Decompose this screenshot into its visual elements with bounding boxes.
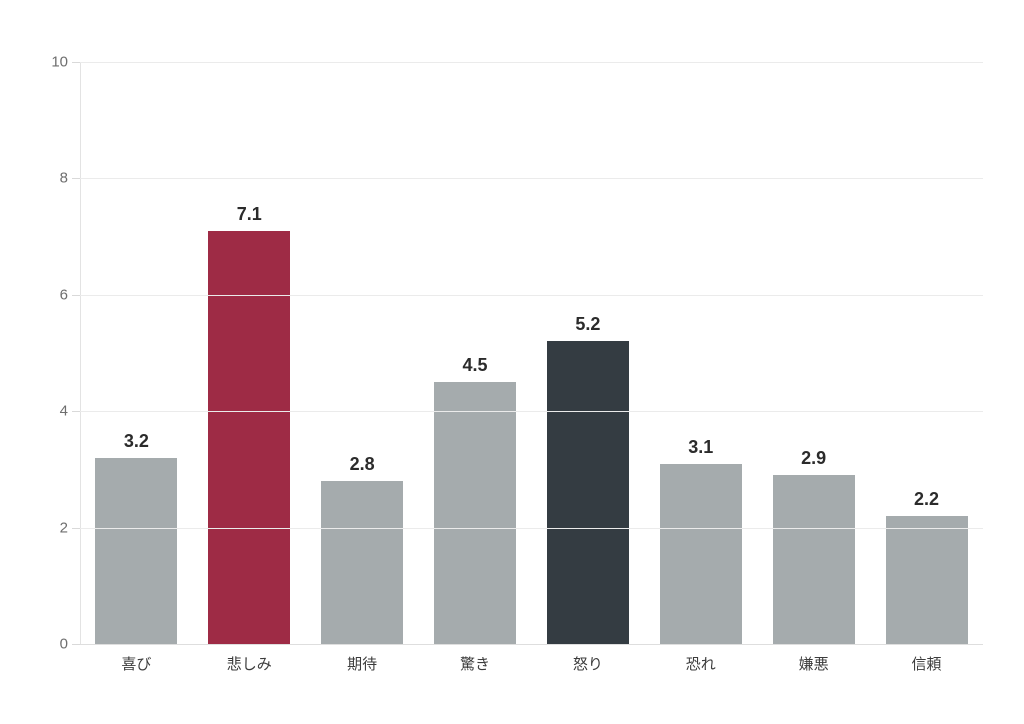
x-category-label: 信頼 [911, 656, 942, 673]
bar-value-label: 4.5 [462, 355, 488, 376]
bar-恐れ [659, 463, 742, 644]
bar-喜び [95, 457, 178, 644]
bar-slot: 3.1 [644, 62, 757, 644]
bar-value-label: 3.1 [688, 436, 714, 457]
x-category-label: 期待 [347, 656, 378, 673]
y-axis-line [80, 62, 81, 644]
bars-container: 3.2 7.1 2.8 4.5 5.2 3.1 2.9 2.2 [80, 62, 983, 644]
y-axis-tick [72, 294, 80, 296]
bar-嫌悪 [772, 475, 855, 644]
bar-悲しみ [208, 230, 291, 644]
bar-slot: 3.2 [80, 62, 193, 644]
bar-value-label: 5.2 [575, 314, 601, 335]
x-category-label: 怒り [572, 656, 603, 673]
bar-slot: 2.9 [757, 62, 870, 644]
x-axis-baseline [80, 644, 983, 645]
gridline [80, 178, 983, 180]
y-axis-tick [72, 527, 80, 529]
bar-slot: 4.5 [419, 62, 532, 644]
x-category-label: 驚き [460, 656, 491, 673]
bar-期待 [321, 481, 404, 644]
bar-value-label: 7.1 [236, 203, 262, 224]
bar-slot: 2.2 [870, 62, 983, 644]
x-axis-labels: 喜び 悲しみ 期待 驚き 怒り 恐れ 嫌悪 信頼 [80, 656, 983, 674]
bar-value-label: 2.2 [914, 488, 940, 509]
bar-slot: 5.2 [532, 62, 645, 644]
bar-驚き [434, 382, 517, 644]
gridline [80, 294, 983, 296]
x-category-label: 恐れ [685, 656, 716, 673]
x-category-label: 喜び [121, 656, 152, 673]
y-tick-label: 4 [59, 402, 68, 420]
x-category-label: 嫌悪 [798, 656, 829, 673]
bar-怒り [546, 341, 629, 644]
y-tick-label: 0 [59, 635, 68, 653]
bar-slot: 7.1 [193, 62, 306, 644]
plot-area: 3.2 7.1 2.8 4.5 5.2 3.1 2.9 2.2 0 2 4 6 8 10 [51, 55, 983, 652]
gridline [80, 62, 983, 63]
y-tick-label: 10 [51, 53, 68, 71]
y-tick-label: 6 [59, 286, 68, 304]
y-axis-tick [72, 411, 80, 413]
bar-slot: 2.8 [306, 62, 419, 644]
y-tick-label: 8 [59, 169, 68, 187]
x-category-label: 悲しみ [226, 656, 272, 673]
y-axis-tick [72, 644, 80, 645]
y-axis-tick [72, 62, 80, 63]
gridline [80, 527, 983, 529]
gridline [80, 411, 983, 413]
y-axis-tick [72, 178, 80, 180]
bar-信頼 [885, 515, 968, 644]
bar-value-label: 2.8 [349, 454, 375, 475]
bar-value-label: 2.9 [801, 448, 827, 469]
bar-value-label: 3.2 [123, 430, 149, 451]
y-tick-label: 2 [59, 519, 68, 537]
